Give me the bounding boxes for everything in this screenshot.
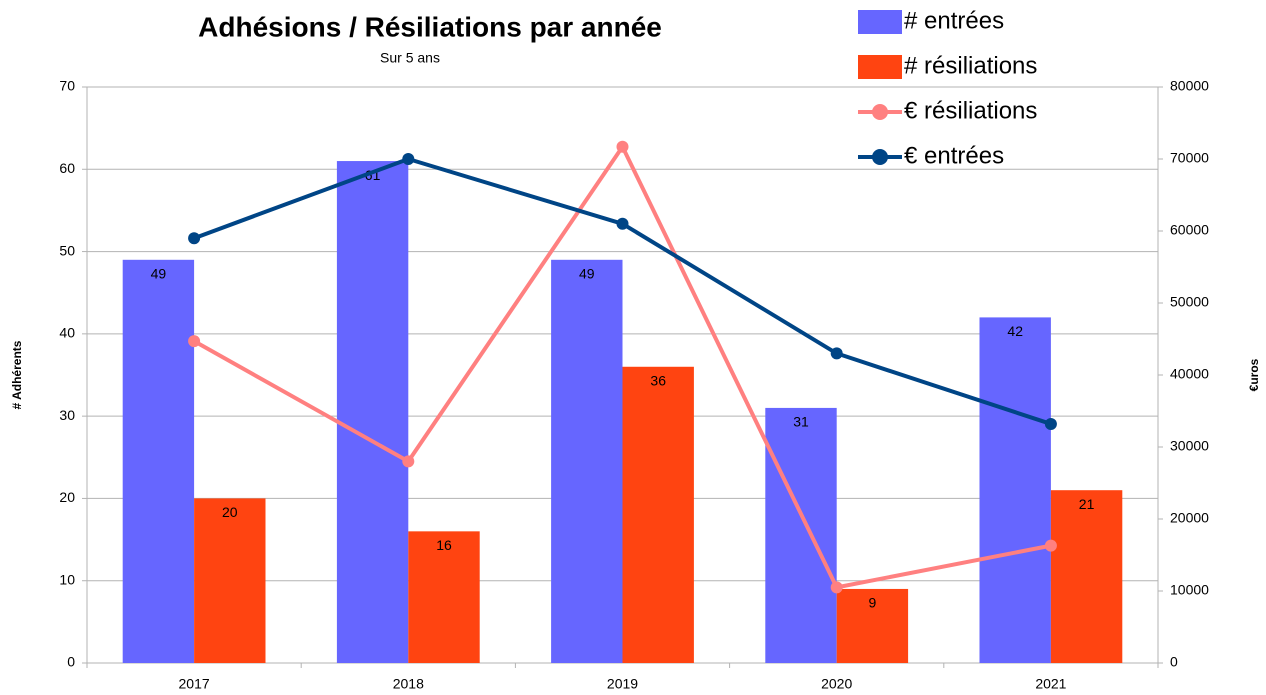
x-tick-label: 2020 [821,676,852,692]
y2-tick-label: 20000 [1170,510,1209,526]
bar [1050,490,1123,663]
point [188,335,201,348]
legend-label: # résiliations [904,52,1037,79]
legend-swatch [858,55,902,79]
data-label: 42 [1007,323,1023,339]
x-tick-label: 2021 [1035,676,1066,692]
data-label: 20 [222,504,238,520]
data-label: 16 [436,537,452,553]
y-tick-label: 0 [67,654,75,670]
chart-subtitle: Sur 5 ans [380,50,440,66]
point [830,347,843,360]
point [188,232,201,245]
chart-title: Adhésions / Résiliations par année [198,11,662,42]
y-tick-label: 30 [59,407,75,423]
data-label: 36 [650,372,666,388]
x-tick-label: 2017 [179,676,210,692]
y-tick-label: 40 [59,325,75,341]
legend-swatch [858,10,902,34]
bar [122,259,195,663]
bar [194,498,266,663]
y2-tick-label: 0 [1170,654,1178,670]
y2-tick-label: 30000 [1170,438,1209,454]
y-tick-label: 10 [59,571,75,587]
bar [551,259,623,663]
y2-axis-title: €uros [1247,358,1261,391]
legend-swatch [872,104,888,120]
y-tick-label: 70 [59,78,75,94]
point [1044,417,1057,430]
legend-label: € résiliations [904,97,1037,124]
point [616,217,629,230]
point [830,581,843,594]
y2-tick-label: 70000 [1170,150,1209,166]
bar [765,407,837,663]
y2-tick-label: 10000 [1170,582,1209,598]
x-tick-label: 2018 [393,676,424,692]
bar [979,317,1051,663]
y2-tick-label: 50000 [1170,294,1209,310]
bar [836,588,909,663]
legend-label: € entrées [904,142,1004,169]
point [616,140,629,153]
y-tick-label: 20 [59,489,75,505]
data-label: 31 [793,414,809,430]
y-tick-label: 60 [59,160,75,176]
point [402,455,415,468]
bar [622,366,694,663]
legend-swatch [872,149,888,165]
x-tick-label: 2019 [607,676,638,692]
y-axis-title: # Adhérents [10,340,24,409]
y2-tick-label: 60000 [1170,222,1209,238]
bar [408,531,480,663]
point [402,153,415,165]
y2-tick-label: 80000 [1170,78,1209,94]
legend-label: # entrées [904,7,1004,34]
point [1044,539,1057,552]
bar [336,161,409,664]
data-label: 49 [579,266,595,282]
data-label: 9 [869,595,877,611]
y2-tick-label: 40000 [1170,366,1209,382]
y-tick-label: 50 [59,242,75,258]
data-label: 21 [1079,496,1095,512]
data-label: 49 [151,266,167,282]
